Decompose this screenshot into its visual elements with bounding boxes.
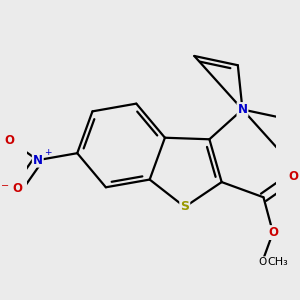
Text: −: − — [1, 182, 10, 191]
Text: O: O — [268, 226, 278, 239]
Text: CH₃: CH₃ — [268, 257, 288, 267]
Text: O: O — [4, 134, 14, 147]
Text: O: O — [258, 257, 266, 267]
Text: S: S — [180, 200, 189, 214]
Text: O: O — [288, 170, 298, 183]
Text: +: + — [44, 148, 51, 157]
Text: N: N — [238, 103, 248, 116]
Text: O: O — [13, 182, 23, 195]
Text: N: N — [33, 154, 43, 166]
